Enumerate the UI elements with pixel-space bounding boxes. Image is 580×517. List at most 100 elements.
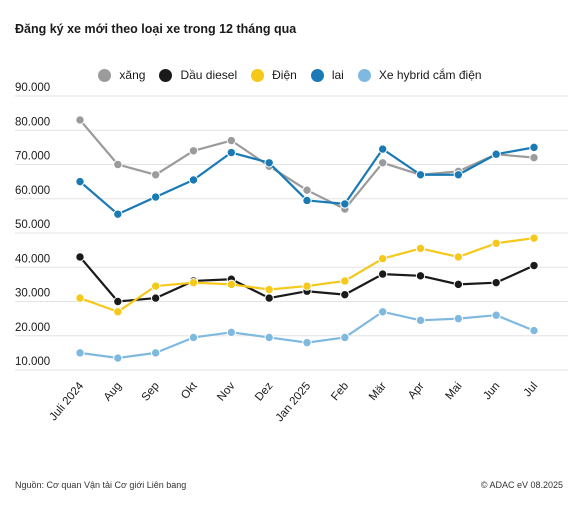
y-tick-label: 10.000 (15, 356, 50, 368)
data-point (188, 175, 199, 185)
legend-item: Điện (251, 68, 297, 82)
data-point (226, 327, 237, 338)
data-point (491, 238, 501, 248)
data-point (340, 199, 350, 209)
y-tick-label: 20.000 (15, 322, 50, 334)
data-point (113, 307, 123, 317)
data-point (491, 149, 501, 159)
data-point (264, 158, 274, 168)
legend-swatch (251, 68, 265, 82)
data-point (340, 289, 350, 300)
legend-swatch (310, 68, 324, 82)
data-point (491, 277, 501, 288)
data-point (188, 146, 199, 156)
data-point (453, 279, 464, 290)
x-tick-label: Okt (179, 380, 200, 402)
x-tick-label: Jul (522, 380, 541, 399)
y-tick-label: 60.000 (15, 185, 50, 197)
x-tick-label: Feb (329, 380, 351, 403)
legend-swatch (159, 68, 173, 82)
data-point (113, 353, 123, 363)
legend-item: Xe hybrid cắm điện (357, 68, 482, 82)
legend-label: xăng (119, 68, 146, 82)
data-point (188, 332, 199, 343)
legend-item: xăng (98, 68, 145, 82)
data-point (113, 209, 123, 219)
y-axis: 10.000 20.000 30.000 40.000 50.000 60.000 70.0… (15, 82, 50, 368)
data-point (150, 281, 161, 291)
data-point (529, 233, 539, 243)
data-point (377, 158, 388, 168)
x-tick-label: Aug (102, 380, 124, 403)
data-point (453, 313, 464, 324)
data-point (529, 325, 539, 336)
legend-item: lai (310, 68, 344, 82)
data-point (377, 144, 388, 154)
data-point (264, 293, 274, 303)
data-point (75, 293, 85, 303)
series-1 (75, 252, 539, 307)
data-point (226, 135, 237, 146)
series-line (79, 237, 535, 313)
copyright-note: © ADAC eV 08.2025 (480, 480, 563, 490)
data-point (150, 170, 161, 180)
chart-title: Đăng ký xe mới theo loại xe trong 12 thá… (15, 22, 297, 36)
data-point (226, 147, 237, 158)
data-point (529, 260, 539, 271)
y-tick-label: 90.000 (15, 82, 50, 94)
data-point (302, 281, 312, 291)
data-point (150, 293, 161, 303)
data-point (377, 253, 388, 264)
series-line (79, 310, 535, 360)
legend-label: Xe hybrid cắm điện (378, 68, 482, 82)
data-point (226, 279, 237, 290)
x-tick-label: Sep (140, 380, 162, 403)
y-tick-label: 70.000 (15, 151, 50, 163)
grid-layer (15, 95, 568, 371)
x-tick-label: Juli 2024 (48, 380, 87, 423)
x-tick-label: Nov (215, 380, 237, 404)
data-point (75, 348, 85, 358)
data-point (415, 170, 426, 180)
y-tick-label: 80.000 (15, 116, 50, 128)
data-point (264, 332, 274, 343)
x-tick-label: Jun (481, 380, 502, 402)
legend-swatch (98, 68, 112, 82)
y-tick-label: 40.000 (15, 253, 50, 265)
data-point (302, 195, 312, 206)
data-point (377, 307, 388, 317)
legend: xăng Dầu diesel Điện lai Xe hybrid cắm điện (0, 68, 580, 82)
data-point (113, 296, 123, 307)
data-point (453, 252, 464, 262)
data-point (340, 332, 350, 343)
source-note: Nguồn: Cơ quan Vận tải Cơ giới Liên bang (15, 480, 187, 490)
series-layer (75, 115, 539, 363)
x-tick-label: Apr (406, 380, 427, 402)
data-point (377, 269, 388, 279)
data-point (264, 284, 274, 295)
line-chart: 10.000 20.000 30.000 40.000 50.000 60.000 70.0… (15, 82, 568, 425)
legend-label: lai (331, 68, 344, 82)
data-point (75, 115, 85, 125)
data-point (75, 252, 85, 262)
data-point (453, 170, 464, 180)
data-point (302, 185, 312, 195)
series-4 (75, 307, 539, 363)
series-3 (75, 142, 539, 219)
legend-item: Dầu diesel (159, 68, 237, 82)
data-point (340, 276, 350, 286)
x-tick-label: Mär (367, 380, 389, 403)
legend-swatch (357, 68, 371, 82)
data-point (415, 315, 426, 326)
data-point (415, 243, 426, 254)
x-tick-label: Dez (253, 380, 275, 404)
data-point (491, 310, 501, 320)
data-point (529, 152, 539, 163)
y-tick-label: 50.000 (15, 219, 50, 231)
data-point (302, 337, 312, 348)
data-point (113, 159, 123, 170)
data-point (150, 192, 161, 202)
data-point (415, 271, 426, 281)
data-point (75, 176, 85, 187)
